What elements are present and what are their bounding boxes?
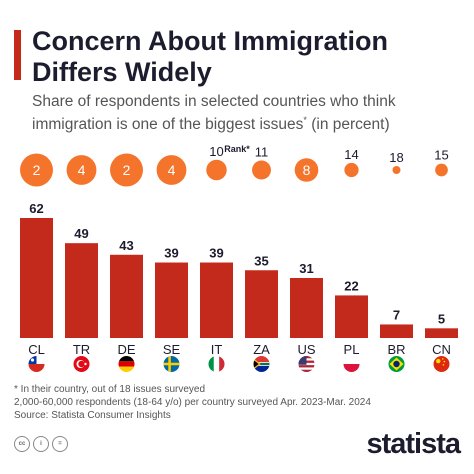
bar-value-label: 5 [438,311,445,326]
bar-value-label: 62 [29,201,43,216]
category-label: ZA [253,342,270,357]
bar [425,328,458,338]
bar [20,218,53,338]
chart-subtitle: Share of respondents in selected countri… [32,92,462,134]
sweden-flag-icon [163,356,180,372]
creative-commons-icon[interactable]: cc [14,436,30,452]
rank-bubble [435,163,448,177]
subtitle-text: Share of respondents in selected countri… [32,93,396,134]
bar [65,243,98,338]
category-label: PL [344,342,360,357]
rank-bubble [66,155,97,185]
chart-title: Concern About Immigration Differs Widely [32,26,388,87]
rank-bubble [206,159,227,181]
bar-value-label: 39 [209,246,223,261]
rank-value: 4 [168,162,176,178]
rank-value: 18 [389,150,403,165]
category-label: IT [211,342,223,357]
brazil-flag-icon [388,356,405,372]
bar-value-label: 43 [119,238,133,253]
rank-value: 14 [344,147,358,162]
rank-value: 4 [78,162,86,178]
rank-bubble [294,158,319,182]
bar [245,270,278,338]
bar-value-label: 7 [393,307,400,322]
bar-value-label: 31 [299,261,313,276]
rank-value: 2 [123,162,131,178]
poland-flag-icon [343,356,360,372]
italy-flag-icon [208,356,225,372]
category-label: BR [387,342,405,357]
category-label: SE [163,342,181,357]
rank-value: 8 [303,162,311,178]
rank-bubble [392,166,401,174]
bar-value-label: 35 [254,253,268,268]
rank-bubble [252,160,271,180]
germany-flag-icon [118,356,135,372]
rank-bubble [156,155,187,185]
bar [290,278,323,338]
footnote-sample: 2,000-60,000 respondents (18-64 y/o) per… [14,397,371,408]
bar-value-label: 39 [164,246,178,261]
title-accent-bar [14,30,21,80]
category-label: CN [432,342,451,357]
statista-logo[interactable]: statista [366,428,461,460]
china-flag-icon [433,356,450,372]
rank-value: 15 [434,148,448,163]
subtitle-suffix: (in percent) [306,116,390,134]
attribution-icon[interactable]: i [33,436,49,452]
bar-value-label: 22 [344,278,358,293]
rank-value: 10 [209,144,223,159]
bar [335,295,368,338]
license-icons: cc i = [14,436,68,452]
category-label: CL [28,342,45,357]
no-derivatives-icon[interactable]: = [52,436,68,452]
category-label: US [297,342,315,357]
south-africa-flag-icon [253,356,270,372]
rank-value: 2 [33,162,41,178]
bar-value-label: 49 [74,226,88,241]
footnote-rank: * In their country, out of 18 issues sur… [14,384,206,395]
rank-bubble [344,162,359,178]
bar [110,254,143,338]
category-label: DE [117,342,135,357]
bar [380,324,413,338]
bar-chart: Rank* 2 62 CL 4 49 TR 2 43 DE 4 39 SE 10 39 IT 11 35 ZA 8 31… [20,144,458,372]
rank-label: Rank* [224,144,250,154]
subtitle-footnote-mark: * [303,115,307,125]
bar [155,262,188,338]
footnote-source: Source: Statista Consumer Insights [14,410,171,421]
chile-flag-icon [28,356,45,372]
turkey-flag-icon [73,356,90,372]
usa-flag-icon [298,356,315,372]
rank-bubble [20,153,53,187]
rank-value: 11 [255,145,269,160]
rank-bubble [110,153,143,187]
bar [200,262,233,338]
category-label: TR [73,342,90,357]
